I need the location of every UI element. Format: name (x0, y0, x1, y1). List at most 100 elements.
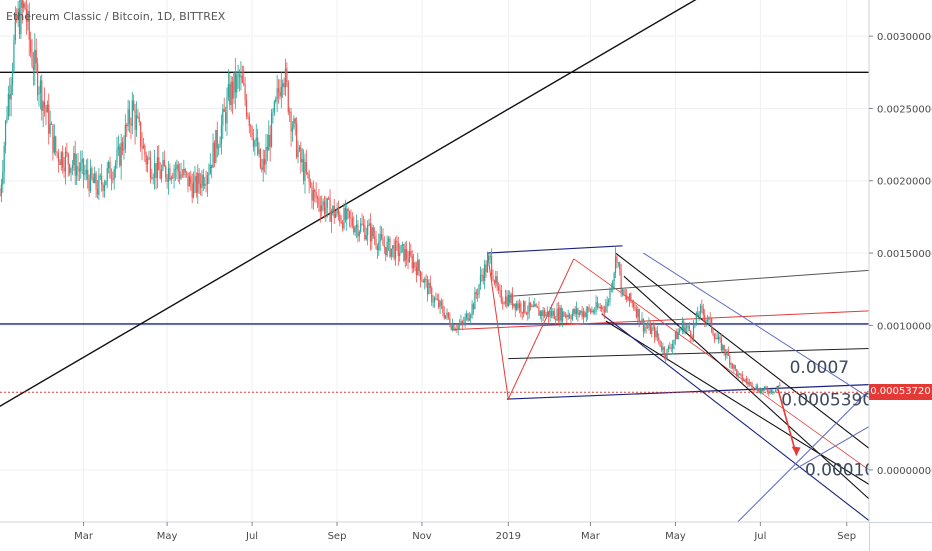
candle-body (6, 117, 8, 121)
time-axis[interactable]: Mar May Jul Sep Nov 2019 Mar May Jul Sep (0, 521, 869, 550)
candle-body (525, 312, 528, 314)
candle-body (410, 250, 412, 256)
candle-body (553, 311, 555, 320)
drawing-layer[interactable] (0, 0, 870, 550)
candle-body (119, 146, 121, 166)
projection-arrow[interactable] (776, 385, 798, 456)
ascending-blue-line[interactable] (793, 426, 870, 471)
candle-body (248, 116, 250, 126)
candle-body (492, 275, 494, 281)
candle-body (674, 332, 677, 341)
candle-body (624, 295, 626, 296)
candle-body (603, 309, 606, 312)
candle-body (506, 296, 508, 306)
candle-body (333, 206, 335, 218)
candle-body (730, 363, 732, 365)
candle-body (371, 227, 373, 242)
candle-body (631, 301, 633, 303)
candle-body (634, 307, 636, 310)
descending-blue-line[interactable] (643, 252, 870, 399)
pitchfork-lower-line[interactable] (506, 384, 870, 400)
candle-body (723, 345, 725, 353)
descending-black-line[interactable] (623, 275, 870, 500)
candle-body (599, 306, 601, 309)
red-channel-line[interactable] (452, 310, 870, 331)
candle-body (174, 168, 177, 170)
candle-body (428, 282, 430, 295)
pitchfork-upper-line[interactable] (487, 245, 623, 254)
candle-body (198, 173, 200, 184)
candle-body (748, 382, 750, 384)
candle-body (641, 318, 643, 323)
candle-body (101, 175, 103, 185)
candle-body (87, 169, 89, 180)
descending-black-line[interactable] (615, 252, 870, 449)
candle-body (751, 382, 753, 389)
candle-body (206, 175, 209, 184)
candle-body (223, 108, 225, 112)
candle-body (779, 385, 781, 387)
candle-body (302, 159, 305, 181)
candle-body (500, 290, 502, 302)
candle-body (563, 311, 565, 317)
candle-body (645, 326, 647, 328)
candle-body (406, 249, 408, 259)
descending-blue-line[interactable] (601, 313, 870, 521)
descending-black-line[interactable] (605, 320, 870, 485)
candle-body (389, 238, 391, 257)
candle-body (50, 123, 53, 125)
candle-body (690, 330, 692, 337)
price-axis-bg (869, 0, 932, 522)
candle-body (722, 345, 724, 351)
candle-body (609, 288, 611, 302)
candle-body (309, 182, 312, 187)
candle-body (20, 0, 22, 35)
candle-body (21, 0, 23, 8)
candle-body (773, 391, 775, 393)
candle-body (425, 278, 427, 280)
candle-body (646, 327, 649, 329)
candle-body (534, 304, 536, 307)
candle-body (121, 142, 124, 151)
candle-body (273, 101, 275, 113)
candle-body (474, 292, 476, 310)
candle-body (383, 245, 385, 248)
candle-body (25, 9, 28, 22)
ascending-trend-line[interactable] (0, 0, 707, 408)
grey-channel-upper[interactable] (508, 269, 870, 297)
candle-body (755, 386, 757, 390)
pitchfork-handle-line[interactable] (486, 252, 509, 400)
candle-body (464, 317, 466, 324)
candle-body (393, 245, 395, 259)
chart-settings-corner[interactable] (869, 522, 932, 551)
pitchfork-red-link[interactable] (507, 258, 575, 400)
grey-channel-lower[interactable] (508, 347, 870, 360)
candle-body (754, 389, 756, 391)
candle-body (315, 191, 317, 198)
arrow-head-icon (791, 446, 801, 456)
candle-body (571, 313, 573, 320)
candle-body (439, 301, 441, 308)
candle-body (237, 74, 239, 76)
candle-body (69, 164, 71, 174)
candle-body (220, 125, 223, 144)
candle-body (131, 100, 133, 126)
candle-body (314, 190, 316, 192)
candle-body (365, 235, 367, 240)
candle-body (403, 244, 405, 261)
candle-body (179, 171, 181, 179)
candle-body (141, 146, 143, 149)
candle-body (432, 301, 434, 303)
candle-body (495, 276, 497, 284)
candle-body (351, 217, 353, 227)
candle-body (376, 246, 379, 251)
candle-body (172, 177, 174, 179)
candle-body (617, 262, 619, 264)
price-axis[interactable]: 0.00300000 0.00250000 0.00200000 0.00150000… (868, 0, 932, 522)
candle-body (80, 162, 82, 172)
candle-body (511, 293, 514, 307)
candle-body (191, 183, 193, 198)
candle-body (243, 82, 245, 85)
candle-body (293, 118, 295, 128)
